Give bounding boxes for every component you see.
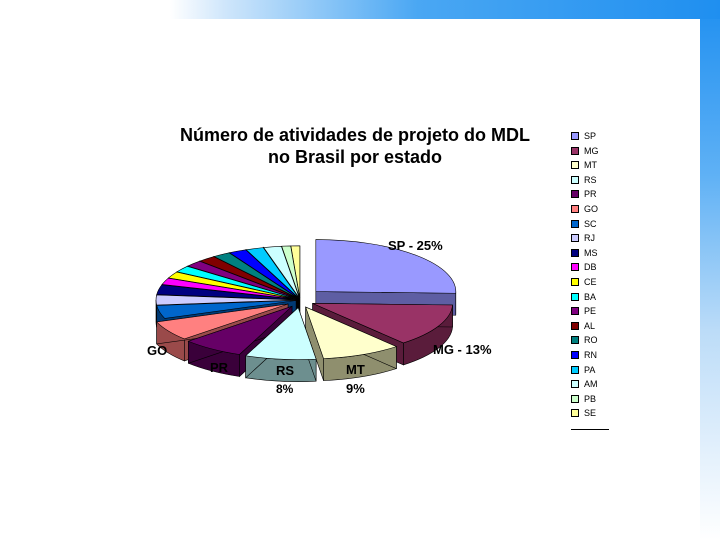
pie-slice-mt [305,306,398,359]
legend-item-al: AL [571,319,595,333]
legend-swatch [571,190,579,199]
legend-label: RN [584,350,597,360]
legend-item-sc: SC [571,217,597,231]
legend-item-db: DB [571,260,597,274]
legend-item-am: AM [571,377,598,391]
legend-swatch [571,219,579,228]
legend-swatch [571,409,579,418]
pie-slice-mg [312,303,453,344]
pie-slice-db [161,277,297,300]
legend-item-mt: MT [571,158,597,172]
legend-item-ba: BA [571,290,596,304]
legend-item-ms: MS [571,246,598,260]
legend-swatch [571,263,579,272]
legend-swatch [571,351,579,359]
pie-slice-pr [187,306,293,355]
data-label-5: 8% [276,382,294,396]
legend-label: DB [584,262,597,273]
chart-title: Número de atividades de projeto do MDL n… [150,124,560,168]
legend-item-sp: SP [571,129,596,143]
legend-swatch [571,234,579,243]
data-label-0: SP - 25% [388,238,443,253]
top-decorative-band [170,0,720,19]
legend-label: PB [584,393,597,404]
legend-label: RO [584,335,598,346]
legend-swatch [571,292,579,301]
data-label-4: RS [276,363,295,378]
legend-swatch [571,248,579,257]
legend-label: AL [584,320,596,331]
legend-label: SP [584,131,597,141]
pie-slice-ms [156,284,297,300]
legend-swatch [571,175,579,184]
pie-slice-al [199,256,298,299]
legend-item-go: GO [571,202,598,216]
legend-label: SC [584,218,597,229]
data-label-3: 9% [346,381,365,396]
legend-label: RJ [584,233,595,244]
pie-slice-rn [228,249,299,299]
chart-title-line-1: Número de atividades de projeto do MDL [179,125,531,145]
legend-swatch [571,394,579,403]
legend-label: RS [584,174,597,185]
data-label-2: MT [346,362,365,377]
legend-item-rs: RS [571,173,597,187]
legend-swatch [571,146,579,155]
right-decorative-band [700,19,720,540]
legend-swatch [571,321,579,330]
legend-swatch [571,380,579,389]
pie-slice-am [263,245,300,299]
legend-item-mg: MG [571,144,599,158]
pie-slice-rs [245,307,317,360]
legend-swatch [571,132,579,140]
pie-slice-rj [155,294,297,306]
legend-item-pe: PE [571,304,596,318]
legend-item-pb: PB [571,392,596,406]
legend-swatch [571,278,579,286]
legend-label: SE [584,408,597,419]
legend-swatch [571,307,579,316]
pie-slice-go [156,303,289,340]
legend-label: BA [584,291,597,302]
legend-label: PE [584,306,597,317]
legend-item-se: SE [571,406,596,420]
data-label-1: MG - 13% [433,342,492,357]
legend-label: PA [584,364,596,375]
data-label-7: GO [147,343,168,358]
chart-title-line-2: no Brasil por estado [267,147,443,167]
legend-item-ro: RO [571,333,598,347]
pie-slice-pb [281,245,300,298]
legend-swatch [571,365,579,374]
pie-slice-pe [186,260,298,299]
legend-item-pr: PR [571,187,597,201]
legend-swatch [571,161,579,170]
pie-slice-sc [156,300,297,319]
legend-label: MS [584,247,598,258]
legend-item-rj: RJ [571,231,595,245]
legend-item-pa: PA [571,363,595,377]
legend-item-rn: RN [571,348,597,362]
pie-slice-pa [245,247,299,299]
pie-slice-ro [213,252,298,299]
pie-slice-sp [315,239,457,294]
legend-label: MT [584,160,597,171]
data-label-6: PR [210,360,229,375]
legend-swatch [571,205,579,213]
legend-label: GO [584,204,599,214]
legend-label: MG [584,145,599,156]
legend-item-ce: CE [571,275,597,289]
legend-label: PR [584,189,597,200]
legend-label: AM [584,379,598,390]
legend-label: CE [584,277,597,287]
chart-legend: SP MG MT RS PR GO SC RJ MS DB CE BA PE AL RO RN PA AM PB SE [571,129,609,430]
legend-swatch [571,336,579,345]
